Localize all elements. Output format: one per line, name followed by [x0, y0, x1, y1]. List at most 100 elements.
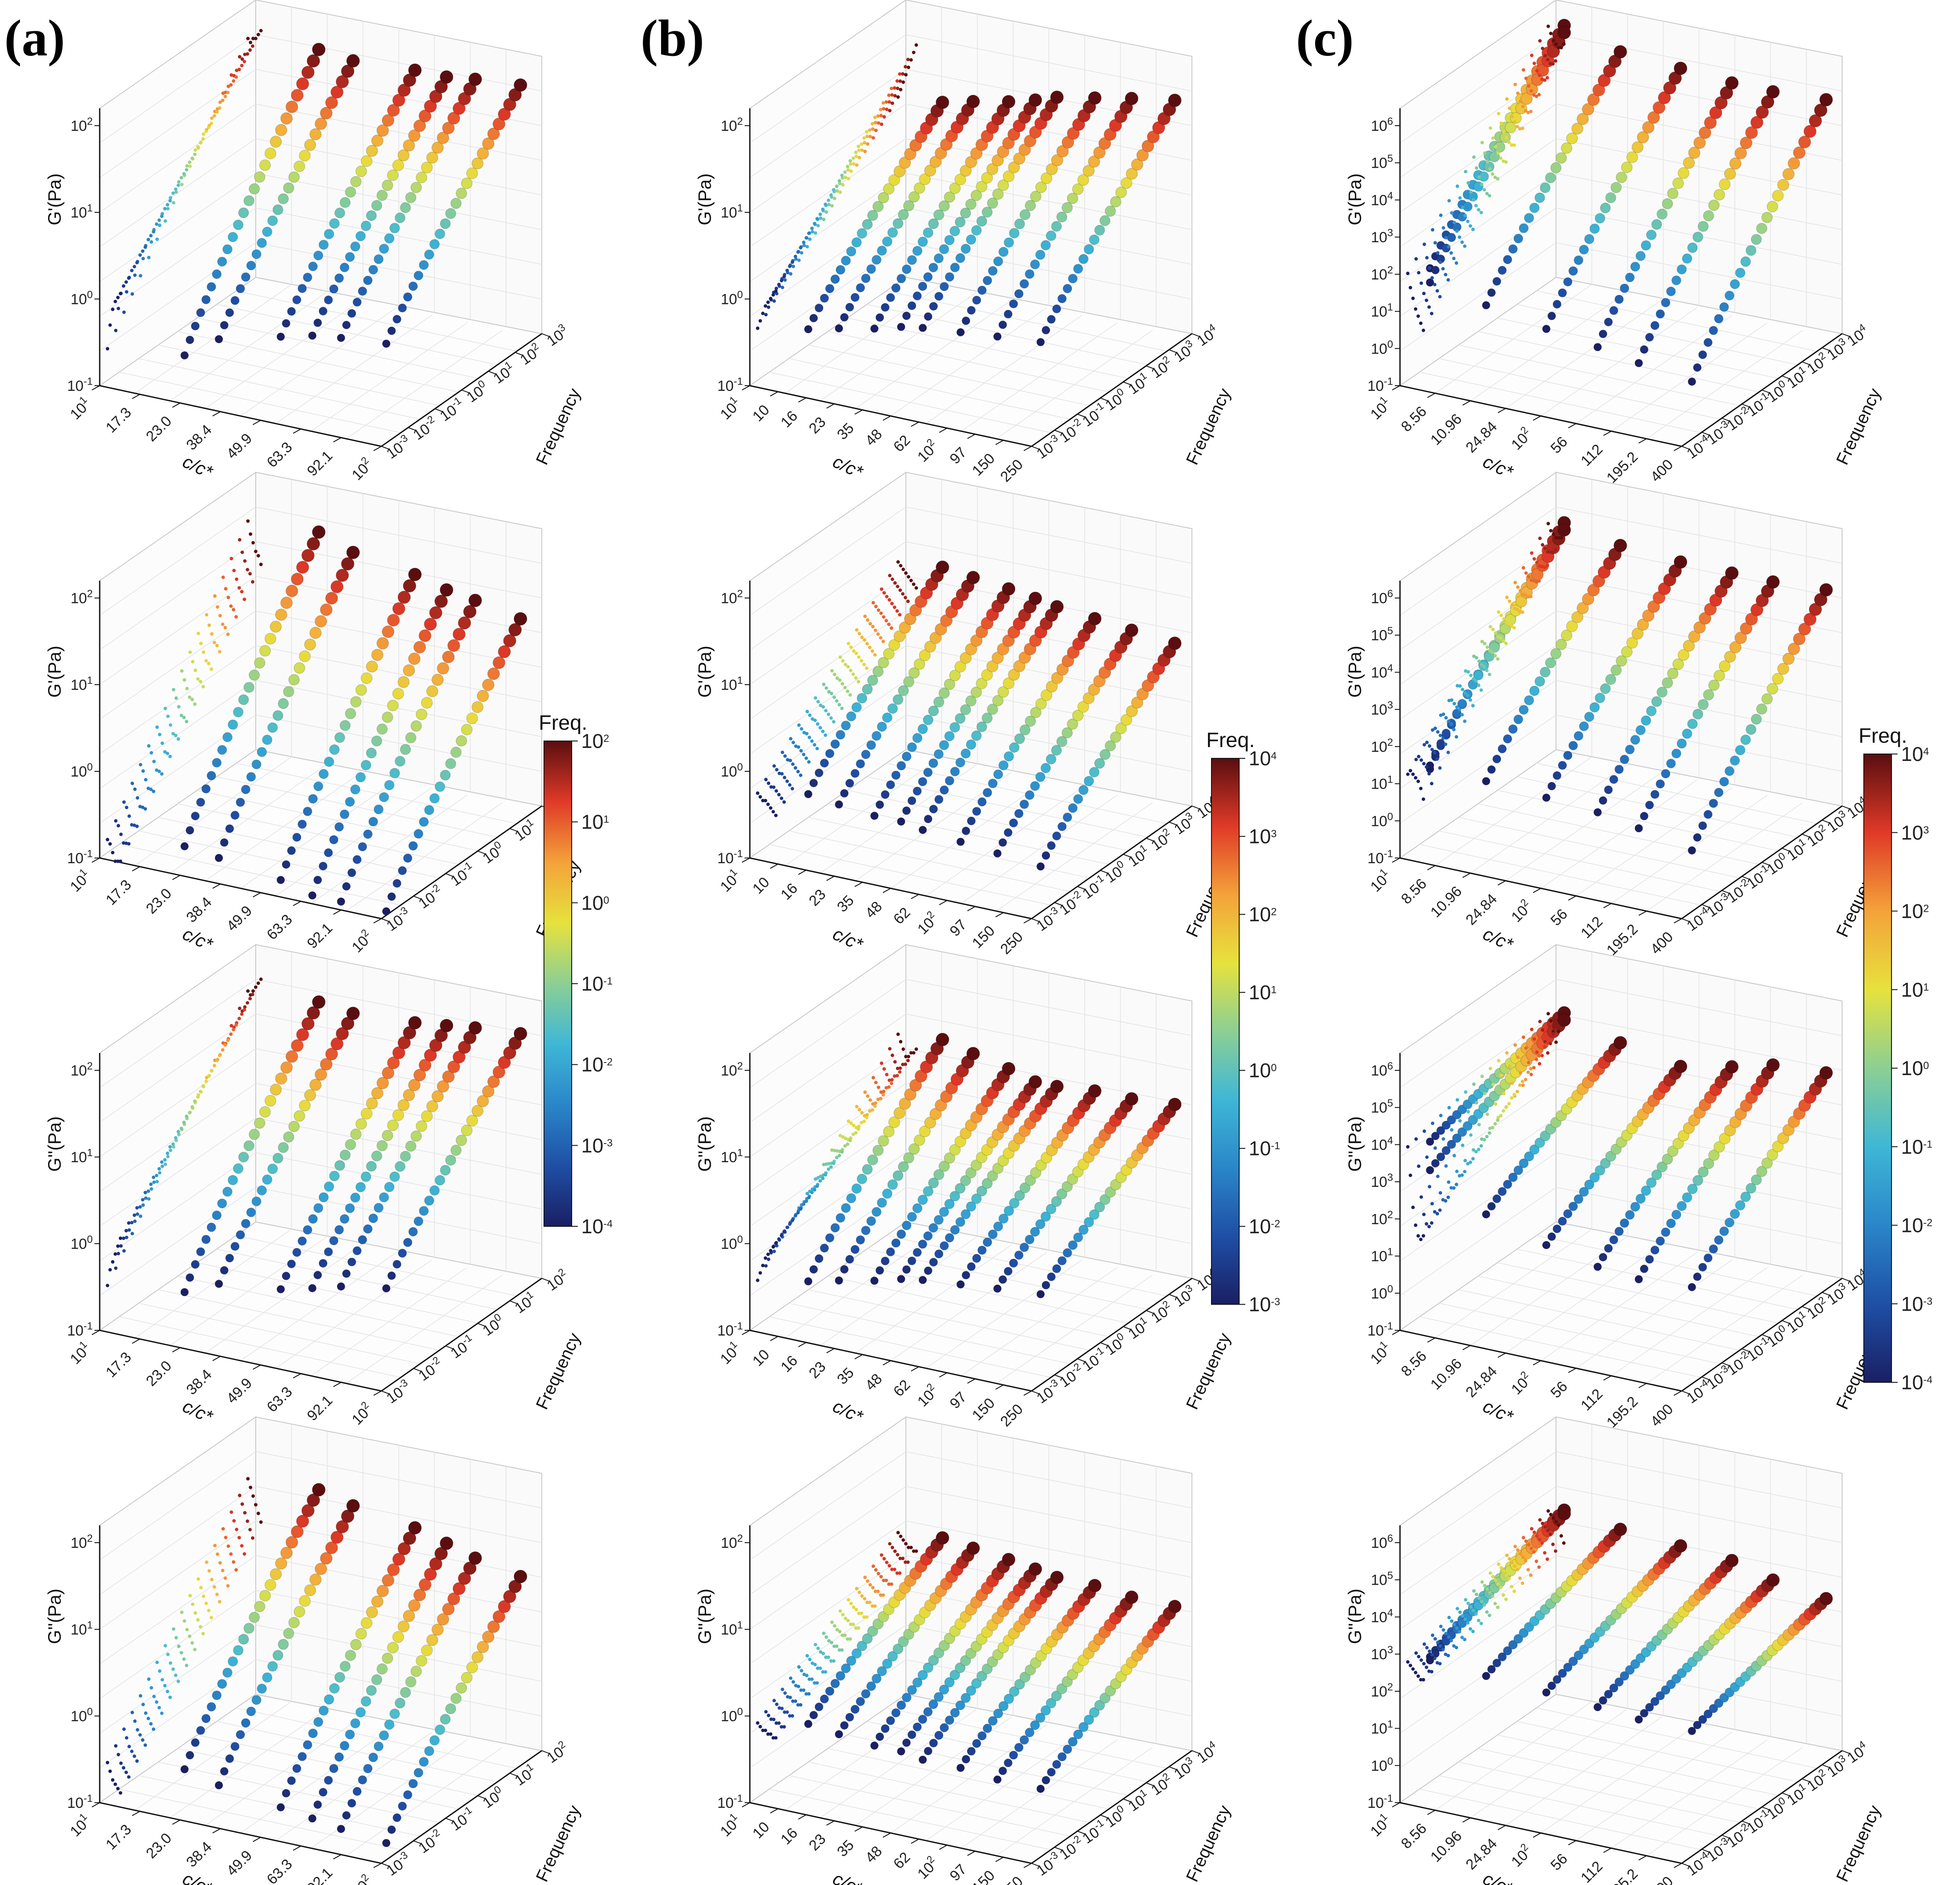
projection-point	[764, 313, 768, 317]
projection-point	[1433, 1637, 1437, 1641]
data-point	[1003, 309, 1013, 318]
projection-point	[876, 632, 880, 636]
projection-point	[234, 75, 238, 79]
data-point	[419, 629, 432, 642]
data-point	[1487, 765, 1496, 774]
data-point	[1035, 1219, 1045, 1229]
data-point	[1051, 672, 1063, 684]
data-point	[1661, 1227, 1670, 1237]
data-point	[1019, 1182, 1031, 1193]
projection-point	[777, 1721, 781, 1725]
x-tick-mark	[1673, 1863, 1682, 1868]
data-point	[405, 192, 417, 203]
data-point	[856, 283, 865, 292]
data-point	[966, 94, 980, 108]
data-point	[286, 101, 298, 113]
projection-point	[1463, 214, 1467, 218]
x-tick-mark	[1638, 910, 1647, 916]
projection-point	[172, 201, 176, 205]
projection-point	[152, 790, 156, 793]
data-point	[1068, 273, 1078, 283]
projection-point	[895, 1074, 899, 1078]
projection-point	[119, 859, 122, 863]
gridline	[99, 680, 256, 789]
data-point	[387, 169, 399, 181]
x-axis-title: c/c*	[830, 923, 866, 955]
plot-b-4: 10210110010-1101101623354862102971502501…	[694, 1416, 1234, 1885]
y-tick-label: 104	[1371, 190, 1393, 208]
projection-point	[1527, 575, 1530, 578]
data-point	[1073, 264, 1083, 274]
x-tick-mark	[939, 900, 947, 905]
data-point	[228, 1656, 238, 1667]
data-point	[861, 273, 871, 283]
z-tick-mark	[1031, 918, 1039, 922]
projection-point	[205, 1560, 208, 1564]
gridline	[99, 541, 256, 650]
projection-point	[1414, 1670, 1417, 1674]
data-point	[965, 643, 977, 656]
data-point	[366, 660, 378, 673]
data-point	[196, 1726, 205, 1735]
data-point	[820, 293, 829, 303]
projection-point	[814, 696, 817, 700]
data-point	[1025, 790, 1035, 800]
projection-point	[759, 319, 762, 323]
projection-point	[1444, 1164, 1448, 1168]
x-tick-label: 92.1	[304, 920, 336, 952]
projection-point	[843, 176, 847, 179]
projection-point	[1491, 650, 1494, 654]
data-point	[1056, 663, 1069, 676]
data-point	[429, 793, 440, 803]
data-point	[429, 1039, 443, 1052]
y-tick-label: 101	[721, 1619, 743, 1638]
data-point	[830, 1223, 840, 1232]
y-axis-title: G'(Pa)	[694, 646, 715, 698]
data-point	[236, 1730, 245, 1739]
data-point	[938, 1160, 950, 1172]
data-point	[960, 652, 972, 664]
y-tick-label: 106	[1371, 588, 1393, 607]
y-tick-label: 105	[1371, 1098, 1393, 1116]
projection-point	[212, 114, 216, 118]
data-point	[856, 1235, 865, 1245]
projection-point	[1452, 1186, 1456, 1190]
projection-point	[130, 1710, 134, 1714]
data-point	[804, 790, 813, 799]
data-point	[330, 1037, 344, 1050]
data-point	[292, 1248, 302, 1257]
projection-point	[899, 1040, 902, 1043]
gridline	[99, 1014, 256, 1123]
projection-point	[800, 727, 804, 731]
projection-point	[248, 997, 252, 1001]
projection-point	[254, 36, 257, 40]
data-series	[918, 1079, 1064, 1284]
projection-point	[838, 1630, 842, 1634]
data-point	[1703, 1253, 1713, 1263]
projection-point	[1466, 1110, 1470, 1114]
x-tick-mark	[373, 1391, 382, 1396]
projection-point	[1452, 728, 1456, 731]
data-point	[1003, 170, 1015, 182]
data-point	[933, 1169, 944, 1180]
data-series	[382, 612, 527, 916]
colorbar-label: 101	[581, 811, 609, 833]
data-point	[1724, 168, 1736, 180]
data-point	[899, 621, 911, 634]
data-point	[1014, 1743, 1024, 1752]
projection-point	[237, 68, 241, 72]
data-point	[867, 1626, 878, 1637]
projection-point	[860, 1111, 864, 1115]
data-point	[1094, 758, 1105, 769]
projection-point	[1507, 140, 1511, 144]
projection-point	[766, 803, 770, 806]
projection-point	[1474, 1150, 1478, 1154]
data-point	[270, 136, 282, 148]
data-point	[180, 842, 189, 851]
data-point	[1547, 1232, 1556, 1241]
projection-point	[767, 781, 771, 785]
projection-point	[1491, 136, 1495, 140]
data-point	[1661, 769, 1670, 779]
projection-point	[174, 696, 178, 700]
